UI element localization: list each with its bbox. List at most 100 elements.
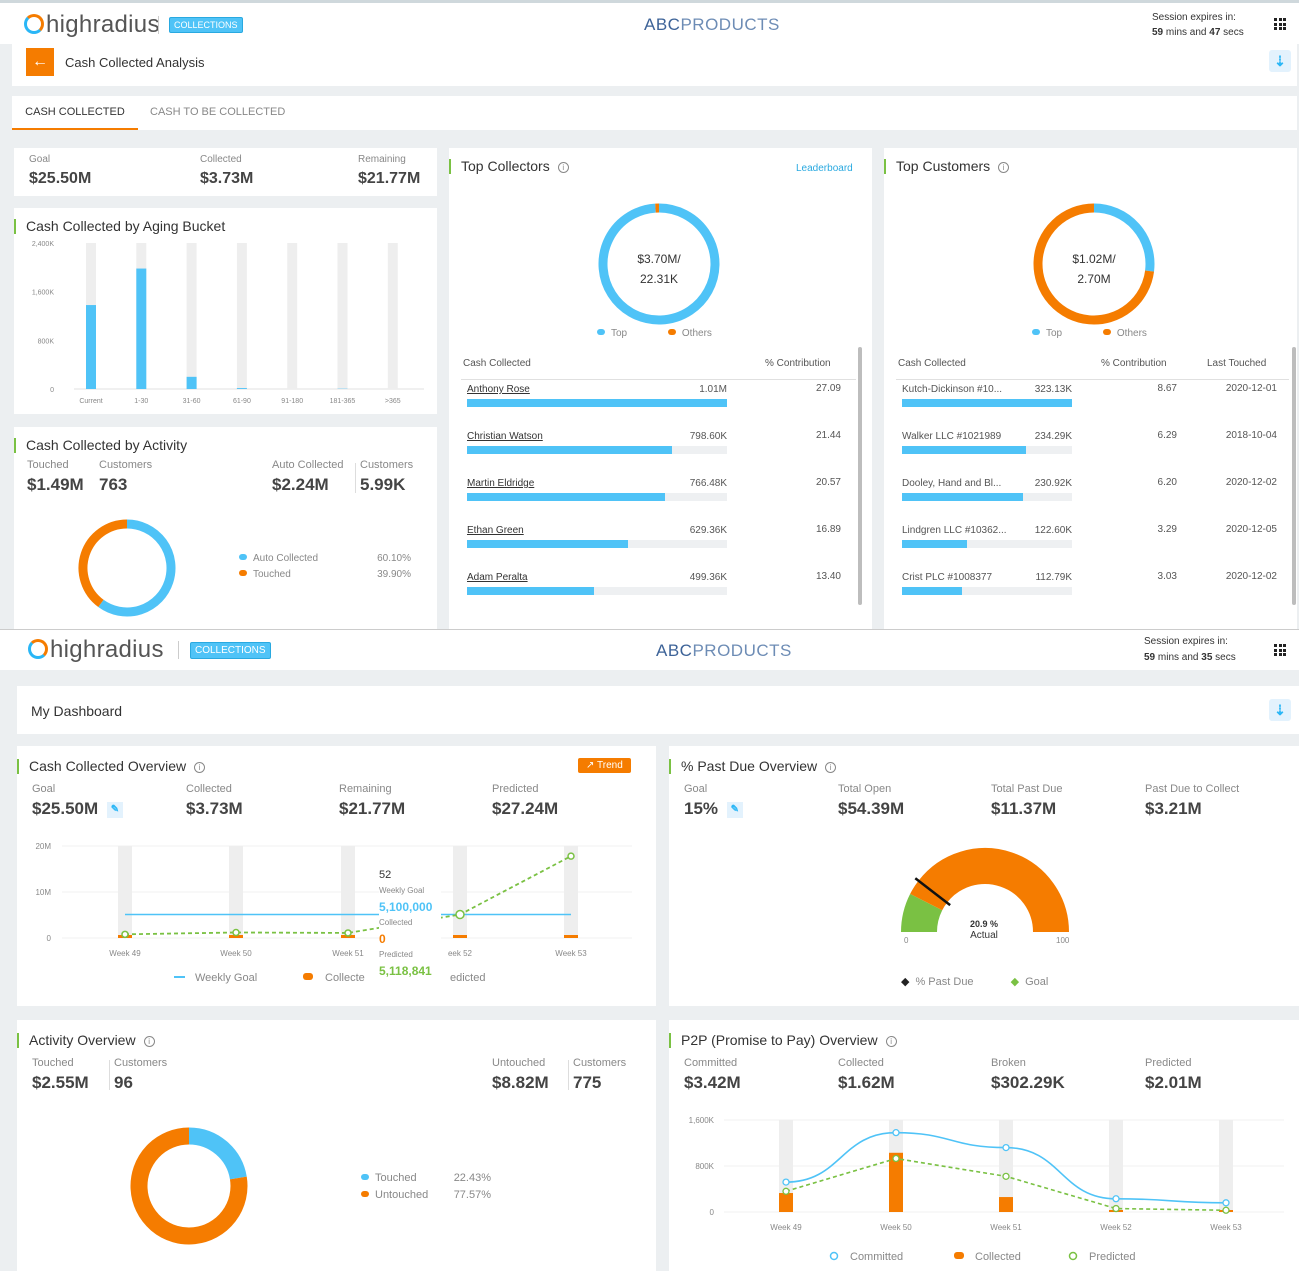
past-due-overview-card: % Past Due Overview i Goal 15% ✎ Total Op… (669, 746, 1299, 1006)
page-title: My Dashboard (31, 703, 123, 719)
collector-name[interactable]: Martin Eldridge (467, 478, 535, 489)
top-customers-card: Top Customers i $1.02M/ 2.70M Top Others … (884, 148, 1297, 629)
download-icon[interactable]: ⇣ (1269, 50, 1291, 72)
summary-card: Goal $25.50M Collected $3.73M Remaining … (14, 148, 437, 196)
edit-icon[interactable]: ✎ (106, 802, 123, 818)
collector-amount: 798.60K (689, 431, 727, 442)
customer-date: 2020-12-01 (1225, 383, 1277, 394)
bar-track (1219, 1120, 1233, 1212)
gauge-goal-segment (901, 893, 943, 933)
ao-title-text: Activity Overview (29, 1032, 136, 1048)
collectors-scrollbar[interactable] (858, 347, 862, 605)
committed-point (1222, 1199, 1230, 1207)
p2p-title: P2P (Promise to Pay) Overview i (669, 1033, 897, 1048)
collections-badge[interactable]: COLLECTIONS (190, 642, 271, 659)
remaining-label: Remaining (358, 154, 406, 165)
customers-header-line (896, 379, 1289, 380)
predicted-point (1222, 1206, 1230, 1214)
customer-date: 2020-12-02 (1225, 571, 1277, 582)
customer-amount: 234.29K (1034, 431, 1072, 442)
collectors-header-line (461, 379, 856, 380)
remaining-value: $21.77M (339, 799, 406, 818)
gauge-label: Actual (970, 930, 998, 941)
legend-dot (667, 329, 676, 335)
cash-collected-overview-card: Cash Collected Overview i ↗ Trend Goal $2… (17, 746, 656, 1006)
touched-value: $2.55M (32, 1073, 89, 1092)
x-tick-label: Week 50 (880, 1223, 912, 1232)
collections-badge[interactable]: COLLECTIONS (169, 17, 243, 33)
bar-track (999, 1120, 1013, 1212)
customers-scrollbar[interactable] (1292, 347, 1296, 605)
logo-text: highradius (50, 636, 164, 663)
touched-value: $1.49M (27, 475, 84, 494)
legend-name: Auto Collected (253, 553, 319, 564)
pdo-title: % Past Due Overview i (669, 759, 837, 774)
goal-label: Goal (29, 154, 51, 165)
cco-tooltip: 52 Weekly Goal 5,100,000 Collected 0 Pre… (379, 867, 441, 979)
collector-name[interactable]: Adam Peralta (467, 572, 528, 583)
legend-collected: Collected (975, 1251, 1021, 1263)
session-value: 59 mins and 35 secs (1144, 650, 1236, 666)
session-timer: Session expires in: 59 mins and 47 secs (1152, 10, 1244, 40)
tab-cash-collected[interactable]: CASH COLLECTED (12, 96, 138, 130)
predicted-value: $27.24M (492, 799, 559, 818)
legend-top: Top (1046, 328, 1063, 339)
apps-grid-icon[interactable] (1274, 18, 1286, 30)
bar-61-90 (236, 388, 247, 389)
bar-track (337, 243, 348, 389)
top-header: highradius COLLECTIONS ABCPRODUCTS Sessi… (0, 0, 1299, 44)
edit-icon[interactable]: ✎ (726, 802, 743, 818)
touched-customers-value: 96 (114, 1073, 133, 1092)
back-button[interactable]: ← (26, 48, 54, 76)
download-icon[interactable]: ⇣ (1269, 699, 1291, 721)
info-icon[interactable]: i (143, 1036, 155, 1047)
touched-divider (109, 1060, 110, 1090)
legend-others: Others (1116, 328, 1147, 339)
trend-button[interactable]: ↗ Trend (578, 758, 631, 773)
customer-name: Crist PLC #1008377 (902, 572, 993, 583)
predicted-label: Predicted (1145, 1057, 1192, 1069)
touched-label: Touched (32, 1057, 74, 1069)
bottom-header: highradius COLLECTIONS ABCPRODUCTS Sessi… (0, 630, 1299, 670)
x-tick-label: Week 49 (770, 1223, 802, 1232)
predicted-point (892, 1154, 900, 1163)
info-icon[interactable]: i (998, 162, 1010, 173)
info-icon[interactable]: i (194, 762, 206, 773)
customers-col-last: Last Touched (1207, 358, 1267, 369)
info-icon[interactable]: i (557, 162, 569, 173)
x-tick-label: Week 53 (1210, 1223, 1242, 1232)
legend-name: Touched (253, 569, 291, 580)
cco-title-text: Cash Collected Overview (29, 758, 187, 774)
legend-committed-marker (829, 1251, 839, 1261)
logo-mark-icon (24, 14, 44, 34)
logo-mark-icon (28, 639, 48, 659)
collector-name[interactable]: Christian Watson (467, 431, 543, 442)
pdo-legend: ◆ % Past Due ◆ Goal (901, 975, 1048, 988)
legend-top: Top (611, 328, 628, 339)
client-brand: ABCPRODUCTS (656, 641, 792, 661)
customers-title-text: Top Customers (896, 158, 991, 174)
auto-customers-value: 5.99K (360, 475, 406, 494)
aging-chart: 2,400K 1,600K 800K 0 Current 1-30 31-60 61-90 91… (32, 241, 424, 405)
x-tick-label: Week 49 (109, 949, 141, 958)
customer-bar-fill (902, 493, 1023, 501)
leaderboard-link[interactable]: Leaderboard (796, 163, 853, 174)
customer-date: 2020-12-05 (1225, 524, 1277, 535)
collected-bar-Week 50 (229, 935, 243, 938)
info-icon[interactable]: i (885, 1036, 897, 1047)
customer-name: Kutch-Dickinson #10... (902, 384, 1003, 395)
broken-value: $302.29K (991, 1073, 1065, 1092)
collectors-col-cash: Cash Collected (463, 358, 531, 369)
goal-value: 15% ✎ (684, 799, 743, 819)
collector-name[interactable]: Ethan Green (467, 525, 524, 536)
bar-track (341, 846, 355, 938)
tab-cash-to-be-collected[interactable]: CASH TO BE COLLECTED (150, 106, 286, 118)
session-mins: 59 (1152, 27, 1164, 38)
collector-name[interactable]: Anthony Rose (467, 384, 530, 395)
ao-legend-1: Untouched 77.57% (361, 1189, 491, 1201)
apps-grid-icon[interactable] (1274, 644, 1286, 656)
legend-committed: Committed (850, 1251, 903, 1263)
info-icon[interactable]: i (825, 762, 837, 773)
y-tick-label: 1,600K (689, 1116, 715, 1125)
collected-bar-Week 51 (999, 1197, 1013, 1212)
